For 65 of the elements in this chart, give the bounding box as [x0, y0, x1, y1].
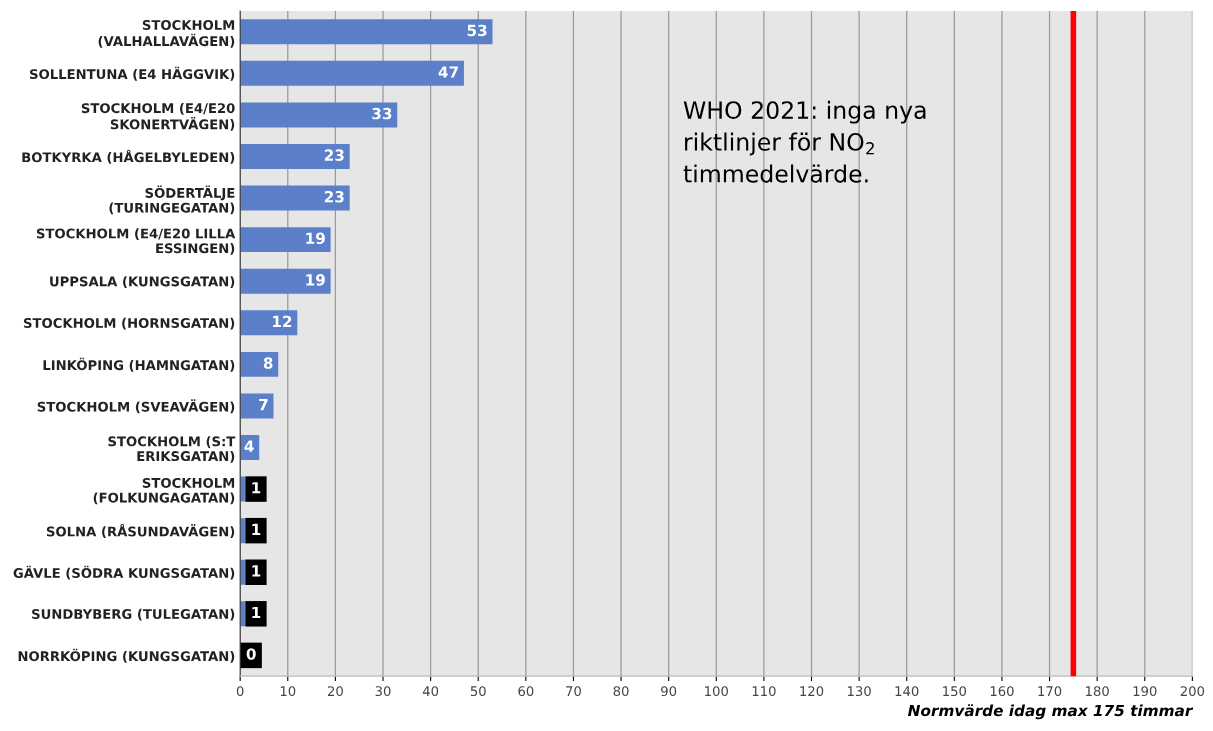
data-label: 8 [263, 357, 273, 369]
data-label: 1 [252, 565, 261, 577]
data-label: 12 [273, 315, 292, 327]
data-label: 33 [372, 107, 392, 120]
y-tick-label: UPPSALA (KUNGSGATAN) [50, 276, 235, 288]
x-tick-label: 90 [661, 686, 677, 697]
data-label: 0 [246, 648, 256, 660]
data-label: 1 [252, 606, 261, 619]
data-label: 23 [324, 149, 344, 161]
data-label: 23 [324, 190, 344, 203]
bar [240, 227, 331, 253]
bar [240, 102, 398, 128]
x-tick-label: 100 [705, 686, 728, 697]
x-tick-label: 140 [895, 686, 919, 697]
data-label: 7 [259, 399, 268, 411]
x-tick-label: 70 [566, 686, 581, 697]
y-tick-label: SOLLENTUNA (E4 HÄGGVIK) [30, 66, 235, 81]
bar [240, 19, 493, 45]
y-tick-label: STOCKHOLM (SVEAVÄGEN) [37, 399, 235, 414]
x-tick-label: 180 [1086, 686, 1109, 697]
x-tick-label: 80 [613, 686, 629, 697]
data-label: 53 [467, 24, 487, 37]
y-tick-label: STOCKHOLM (HORNSGATAN) [23, 317, 235, 330]
y-tick-label: SOLNA (RÅSUNDAVÄGEN) [46, 524, 235, 539]
x-tick-label: 200 [1180, 686, 1205, 697]
x-axis-title: Normvärde idag max 175 timmar [907, 704, 1194, 720]
x-tick-label: 170 [1038, 686, 1062, 697]
x-tick-label: 50 [470, 686, 486, 697]
x-tick-label: 30 [375, 686, 391, 697]
bar [240, 310, 298, 336]
y-tick-label: SÖDERTÄLJE (TURINGEGATAN) [109, 185, 235, 215]
annotation: WHO 2021: inga nya riktlinjer för NO$_{2}$ timmedelvärde. [683, 100, 926, 183]
data-label: 4 [244, 440, 254, 452]
data-label: 19 [306, 274, 325, 286]
y-tick-label: STOCKHOLM (S:T ERIKSGATAN) [108, 436, 236, 463]
bar [240, 393, 274, 419]
x-tick-label: 40 [422, 686, 439, 697]
x-tick-label: 20 [327, 686, 343, 697]
y-tick-label: NORRKÖPING (KUNGSGATAN) [18, 648, 235, 663]
data-label: 19 [306, 232, 325, 245]
bar [240, 144, 350, 169]
y-tick-label: LINKÖPING (HAMNGATAN) [43, 357, 235, 372]
y-tick-label: BOTKYRKA (HÅGELBYLEDEN) [22, 149, 235, 164]
x-tick-label: 10 [280, 686, 296, 697]
data-label: 1 [252, 482, 261, 494]
x-tick-label: 110 [752, 686, 776, 697]
x-tick-label: 160 [990, 686, 1014, 697]
y-tick-label: SUNDBYBERG (TULEGATAN) [32, 608, 235, 621]
x-tick-label: 120 [800, 686, 824, 697]
y-tick-label: STOCKHOLM (FOLKUNGAGATAN) [93, 477, 235, 505]
x-tick-label: 0 [236, 686, 244, 697]
y-tick-label: STOCKHOLM (E4/E20 SKONERTVÄGEN) [81, 102, 235, 131]
x-tick-label: 130 [847, 686, 871, 697]
bar [240, 185, 350, 211]
y-tick-label: GÄVLE (SÖDRA KUNGSGATAN) [13, 565, 235, 580]
x-tick-label: 150 [943, 686, 967, 697]
y-tick-label: STOCKHOLM (E4/E20 LILLA ESSINGEN) [36, 228, 236, 255]
x-tick-label: 60 [518, 686, 534, 697]
data-label: 1 [252, 523, 261, 535]
bar [240, 268, 331, 294]
x-tick-label: 190 [1133, 686, 1157, 697]
data-label: 47 [438, 66, 458, 78]
bar [240, 60, 464, 86]
bar [240, 351, 279, 377]
y-tick-label: STOCKHOLM (VALHALLAVÄGEN) [98, 20, 235, 48]
